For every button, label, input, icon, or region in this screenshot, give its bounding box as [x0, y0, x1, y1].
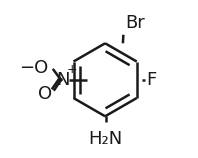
Text: O: O	[38, 85, 52, 103]
Text: N: N	[56, 71, 70, 89]
Text: −O: −O	[19, 59, 48, 77]
Text: H₂N: H₂N	[88, 130, 122, 148]
Text: +: +	[66, 63, 77, 76]
Text: F: F	[147, 71, 157, 89]
Text: Br: Br	[125, 14, 145, 32]
